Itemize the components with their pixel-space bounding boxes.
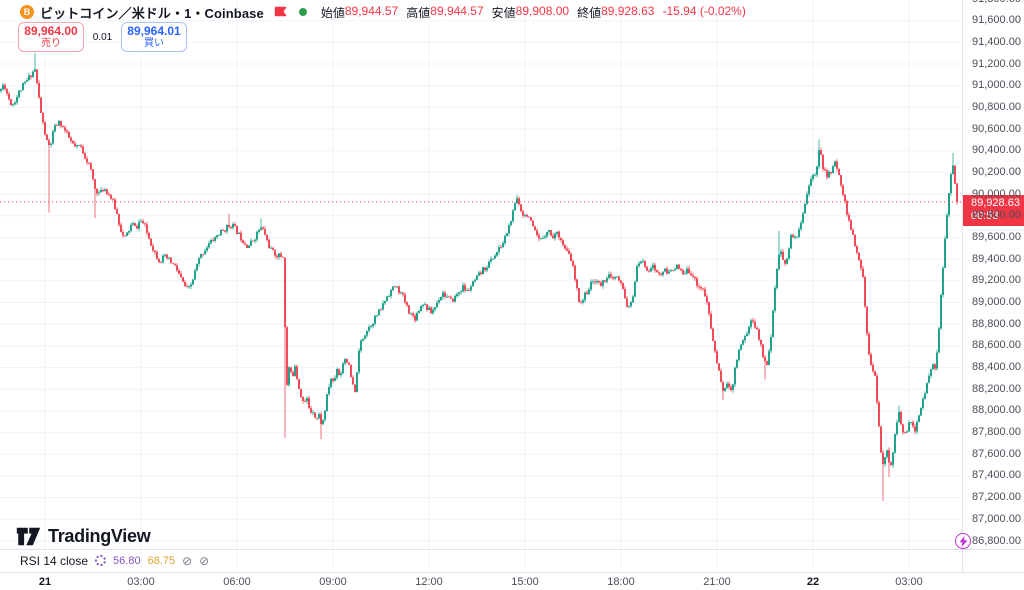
- price-tick-label: 90,800.00: [972, 100, 1021, 113]
- bar-countdown: 00:53: [971, 210, 999, 223]
- price-tick-label: 87,800.00: [972, 426, 1021, 439]
- price-tick-label: 89,600.00: [972, 230, 1021, 243]
- price-tick-label: 90,400.00: [972, 144, 1021, 157]
- sell-button[interactable]: 89,964.00 売り: [18, 22, 84, 52]
- price-tick-label: 89,200.00: [972, 274, 1021, 287]
- price-tick-label: 88,200.00: [972, 382, 1021, 395]
- price-tick-label: 87,600.00: [972, 447, 1021, 460]
- open-value: 89,944.57: [344, 3, 399, 18]
- price-tick-label: 89,000.00: [972, 296, 1021, 309]
- price-tick-label: 88,600.00: [972, 339, 1021, 352]
- time-tick-label: 03:00: [895, 576, 923, 588]
- symbol-title[interactable]: ビットコイン／米ドル・1・Coinbase: [40, 5, 264, 21]
- price-tick-label: 90,000.00: [972, 187, 1021, 200]
- time-tick-label: 03:00: [127, 576, 155, 588]
- sell-label: 売り: [41, 38, 61, 50]
- rsi-value: 56.80: [113, 554, 141, 567]
- candlestick-plot[interactable]: [0, 0, 962, 572]
- tradingview-logo-text: TradingView: [48, 526, 151, 546]
- flag-icon[interactable]: [274, 6, 287, 18]
- price-tick-label: 91,800.00: [972, 0, 1021, 5]
- time-tick-label: 18:00: [607, 576, 635, 588]
- price-tick-label: 91,200.00: [972, 57, 1021, 70]
- time-tick-label: 12:00: [415, 576, 443, 588]
- time-tick-label: 09:00: [319, 576, 347, 588]
- buy-label: 買い: [144, 38, 164, 50]
- open-label: 始値: [320, 5, 345, 20]
- order-panel: 89,964.00 売り 0.01 89,964.01 買い: [18, 22, 187, 52]
- price-tick-label: 91,400.00: [972, 35, 1021, 48]
- time-axis-separator: [0, 572, 1024, 573]
- ohlc-values: 始値 89,944.57 高値 89,944.57 安値 89,908.00 終値 89…: [321, 4, 746, 21]
- market-status-icon[interactable]: [298, 8, 307, 16]
- time-axis[interactable]: 21 03:00 06:00 09:00 12:00 15:00 18:00 21:00 22 0…: [0, 573, 1024, 590]
- price-tick-label: 87,200.00: [972, 491, 1021, 504]
- price-axis[interactable]: 89,928.63 00:53 86,800.00 87,000.00 87,200…: [963, 0, 1024, 572]
- price-tick-label: 86,800.00: [972, 534, 1021, 547]
- price-tick-label: 91,600.00: [972, 14, 1021, 27]
- low-value: 89,908.00: [515, 3, 570, 18]
- bitcoin-icon: B: [20, 5, 34, 19]
- price-tick-label: 89,400.00: [972, 252, 1021, 265]
- price-tick-label: 91,000.00: [972, 79, 1021, 92]
- time-tick-label: 06:00: [223, 576, 251, 588]
- chart-legend: B ビットコイン／米ドル・1・Coinbase 始値 89,944.57 高値 89…: [20, 4, 746, 21]
- close-label: 終値: [577, 5, 602, 20]
- buy-button[interactable]: 89,964.01 買い: [121, 22, 187, 52]
- time-tick-label: 21:00: [703, 576, 731, 588]
- close-value: 89,928.63: [601, 3, 655, 18]
- sell-price: 89,964.00: [24, 23, 78, 38]
- time-tick-label: 15:00: [511, 576, 539, 588]
- time-tick-label: 21: [38, 576, 52, 588]
- price-tick-label: 87,400.00: [972, 469, 1021, 482]
- lightning-icon[interactable]: [955, 533, 971, 549]
- change-value: -15.94 (-0.02%): [662, 3, 746, 18]
- high-value: 89,944.57: [430, 3, 484, 18]
- rsi-pane-legend: RSI 14 close 56.80 68.75 ⊘ ⊘: [20, 553, 209, 568]
- rsi-disable-icon-1[interactable]: ⊘: [182, 553, 193, 568]
- rsi-ma-value: 68.75: [147, 554, 176, 567]
- price-tick-label: 89,800.00: [972, 209, 1021, 222]
- rsi-loading-icon: [95, 555, 107, 566]
- low-label: 安値: [491, 5, 516, 20]
- tradingview-logo-mark: [16, 527, 41, 546]
- rsi-disable-icon-2[interactable]: ⊘: [199, 553, 210, 568]
- rsi-title[interactable]: RSI 14 close: [20, 553, 89, 568]
- price-tick-label: 88,000.00: [972, 404, 1021, 417]
- price-axis-separator: [962, 0, 963, 572]
- pane-separator[interactable]: [0, 549, 1024, 550]
- buy-price: 89,964.01: [127, 23, 181, 38]
- spread-value: 0.01: [92, 31, 113, 43]
- current-price-label: 89,928.63 00:53: [963, 195, 1024, 227]
- price-tick-label: 88,800.00: [972, 317, 1021, 330]
- price-tick-label: 87,000.00: [972, 512, 1021, 525]
- price-tick-label: 88,400.00: [972, 361, 1021, 374]
- time-tick-label: 22: [806, 576, 820, 588]
- current-price-value: 89,928.63: [971, 197, 1020, 210]
- price-tick-label: 90,200.00: [972, 165, 1021, 178]
- price-tick-label: 90,600.00: [972, 122, 1021, 135]
- high-label: 高値: [406, 5, 431, 20]
- candlestick-canvas[interactable]: [0, 0, 962, 572]
- tradingview-logo[interactable]: TradingView: [16, 526, 151, 547]
